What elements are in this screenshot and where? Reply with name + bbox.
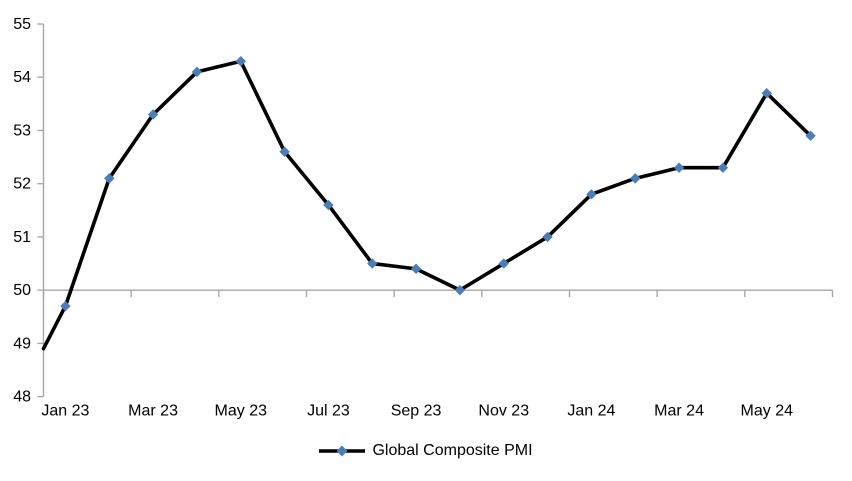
- chart-legend: Global Composite PMI: [0, 442, 852, 460]
- data-point-marker: [805, 130, 816, 141]
- data-point-marker: [279, 146, 290, 157]
- x-tick-label: Sep 23: [391, 403, 442, 420]
- x-tick-label: May 23: [215, 403, 268, 420]
- x-tick-label: Jan 23: [41, 403, 89, 420]
- data-point-marker: [542, 231, 553, 243]
- data-point-marker: [673, 162, 685, 173]
- x-tick-label: Nov 23: [478, 403, 529, 420]
- y-tick-label: 54: [13, 69, 31, 86]
- y-tick-label: 50: [13, 282, 31, 299]
- data-point-marker: [498, 258, 509, 269]
- y-tick-label: 53: [13, 122, 31, 139]
- data-point-marker: [104, 173, 115, 184]
- series-line: [41, 59, 813, 351]
- y-tick-label: 49: [13, 335, 31, 352]
- y-tick-label: 52: [13, 176, 31, 193]
- x-tick-label: Mar 24: [654, 403, 704, 420]
- data-point-marker: [717, 162, 729, 173]
- data-point-marker: [147, 109, 159, 120]
- x-tick-label: Jan 24: [567, 403, 615, 420]
- x-tick-label: Jul 23: [307, 403, 350, 420]
- data-point-marker: [630, 173, 641, 184]
- y-tick-label: 51: [13, 229, 31, 246]
- x-tick-label: May 24: [741, 403, 794, 420]
- y-tick-label: 48: [13, 389, 31, 406]
- legend-label: Global Composite PMI: [372, 442, 533, 459]
- data-point-marker: [454, 284, 466, 296]
- data-point-marker: [235, 56, 246, 67]
- y-tick-label: 55: [13, 16, 31, 33]
- data-point-marker: [410, 263, 422, 275]
- data-point-marker: [323, 199, 334, 211]
- legend-marker-icon: [319, 445, 366, 457]
- data-point-marker: [367, 258, 378, 269]
- x-tick-label: Mar 23: [128, 403, 178, 420]
- data-point-marker: [191, 66, 203, 78]
- data-point-marker: [761, 87, 772, 99]
- data-point-marker: [60, 300, 71, 312]
- data-point-marker: [586, 189, 597, 200]
